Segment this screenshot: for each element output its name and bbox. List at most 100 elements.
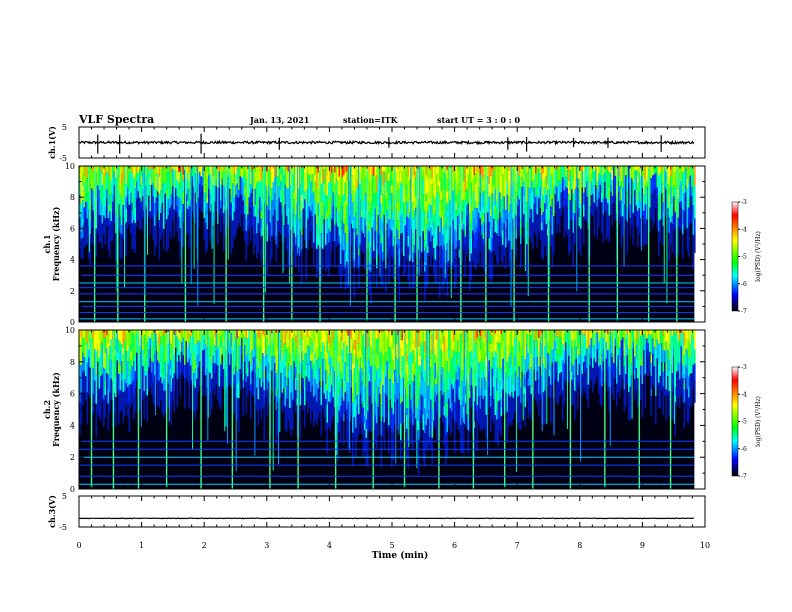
- ch1-spectrogram-cell: [277, 220, 279, 248]
- ch1-spectrogram-cell: [443, 262, 446, 285]
- ch2-spectrogram-cell: [641, 366, 644, 384]
- ch2-spectrogram-cell: [388, 411, 390, 426]
- ch1-spectrogram-cell: [682, 209, 684, 224]
- ch1-spectrogram-cell: [395, 172, 398, 191]
- ch2-spectrogram-cell: [332, 366, 335, 385]
- ch1-spectrogram-cell: [496, 201, 498, 209]
- ch1-spectrogram-cell: [128, 190, 131, 205]
- ch2-spectrogram-cell: [520, 387, 522, 403]
- ch1-spectrogram-cell: [632, 182, 635, 195]
- ch2-spectrogram-cell: [146, 395, 149, 421]
- ch1-spectrogram-cell: [431, 184, 434, 199]
- ch2-spectrogram-cell: [340, 330, 342, 338]
- ch1-spectrogram-cell: [326, 166, 329, 176]
- ch2-spectrogram-cell: [497, 367, 500, 383]
- ch2-spectrogram-cell: [260, 359, 263, 380]
- ch1-spectrogram-cell: [302, 181, 305, 192]
- ch1-spectrogram-cell: [100, 186, 102, 200]
- ch2-spectrogram-cell: [341, 360, 344, 379]
- ch1-spectrogram-cell: [478, 187, 480, 204]
- ch1-spectrogram-cell: [449, 166, 452, 168]
- ch1-spectrogram-cell: [500, 229, 503, 237]
- ch1-spectrogram-cell: [473, 234, 476, 248]
- ch1-spectrogram-cell: [269, 177, 272, 198]
- ch2-spectrogram-cell: [355, 383, 357, 400]
- ch2-spectrogram-cell: [506, 348, 509, 362]
- ch1-spectrogram-cell: [491, 238, 494, 252]
- ch2-spectrogram-cell: [308, 381, 311, 408]
- ch2-spectrogram-cell: [284, 343, 287, 351]
- ch2-spectrogram-cell: [643, 334, 645, 351]
- ch2-spectrogram-cell: [596, 332, 599, 350]
- ch1-spectrogram-cell: [118, 166, 120, 178]
- ch1-spectrogram-cell: [368, 222, 371, 231]
- ch2-spectrogram-cell: [118, 350, 120, 361]
- ch2-spectrogram-cell: [374, 365, 377, 382]
- ch1-spectrogram-cell: [538, 186, 540, 198]
- ch1-spectrogram-cell: [488, 238, 491, 250]
- ch2-spectrogram-cell: [448, 348, 450, 359]
- ch1-spectrogram-cell: [392, 245, 395, 258]
- ch2-spectrogram-cell: [496, 342, 498, 353]
- ch1-spectrogram-cell: [91, 206, 93, 229]
- ch1-spectrogram-cell: [655, 166, 657, 173]
- ch2-spectrogram-cell: [337, 430, 339, 462]
- ch2-spectrogram-cell: [80, 392, 83, 426]
- ch1-spectrogram-cell: [428, 177, 431, 198]
- ch1-spectrogram-cell: [281, 214, 284, 243]
- ch1-spectrogram-cell: [305, 166, 308, 180]
- ch2-spectrogram-cell: [644, 363, 647, 375]
- ch1-spectrogram-cell: [280, 190, 282, 203]
- ch1-spectrogram-cell: [563, 166, 566, 181]
- ch1-spectrogram-cell: [206, 172, 209, 179]
- ch1-spectrogram-cell: [83, 166, 86, 176]
- ch1-spectrogram-cell: [254, 188, 257, 205]
- ch1-spectrogram-cell: [325, 180, 327, 196]
- ch1-spectrogram-cell: [125, 183, 128, 198]
- ch2-spectrogram-cell: [359, 356, 362, 366]
- ch1-spectrogram-cell: [469, 166, 471, 179]
- ch1-spectrogram-cell: [359, 201, 362, 218]
- ch2-spectrogram-cell: [119, 371, 122, 391]
- ch2-spectrogram-cell: [436, 330, 438, 340]
- ch2-spectrogram-cell: [368, 337, 371, 347]
- ch1-spectrogram-cell: [320, 194, 323, 202]
- ch1-spectrogram-cell: [119, 200, 122, 217]
- ch1-spectrogram-cell: [578, 217, 581, 227]
- ch2-spectrogram-cell: [559, 330, 561, 338]
- ch2-spectrogram-cell: [296, 405, 299, 437]
- ch2-spectrogram-cell: [262, 371, 264, 383]
- ch2-spectrogram-cell: [256, 387, 258, 411]
- ch1-spectrogram-cell: [274, 166, 276, 178]
- ch1-spectrogram-cell: [251, 166, 254, 171]
- ch2-spectrogram-cell: [538, 379, 540, 394]
- ch1-spectrogram-cell: [674, 166, 677, 173]
- ch1-spectrogram-cell: [107, 203, 110, 219]
- ch2-spectrogram-cell: [353, 368, 356, 385]
- ch1-spectrogram-cell: [427, 252, 429, 286]
- ch1-spectrogram-cell: [496, 233, 498, 263]
- ch1-spectrogram-cell: [176, 196, 179, 207]
- ch2-spectrogram-cell: [133, 332, 135, 353]
- ch1-spectrogram-cell: [293, 167, 296, 185]
- ch2-spectrogram-cell: [586, 349, 588, 368]
- ch1-spectrogram-cell: [248, 166, 251, 186]
- ch2-spectrogram-cell: [343, 400, 345, 415]
- ch1-spectrogram-cell: [100, 215, 102, 243]
- ch2-spectrogram-cell: [338, 410, 341, 433]
- ch2-spectrogram-cell: [550, 398, 552, 423]
- ch1-spectrogram-cell: [182, 166, 185, 175]
- ch1-spectrogram-cell: [371, 174, 374, 192]
- ch2-spectrogram-cell: [274, 356, 276, 364]
- ch1-spectrogram-cell: [685, 166, 687, 168]
- ch2-spectrogram-cell: [194, 330, 197, 344]
- ch2-spectrogram-cell: [100, 351, 102, 369]
- ch2-spectrogram-cell: [250, 353, 252, 365]
- ch2-spectrogram-cell: [257, 352, 260, 369]
- ch1-spectrogram-cell: [314, 181, 317, 191]
- ch1-spectrogram-cell: [464, 200, 467, 218]
- ch2-spectrogram-cell: [127, 330, 129, 345]
- ch2-spectrogram-cell: [521, 371, 524, 405]
- ch1-spectrogram-cell: [679, 166, 681, 173]
